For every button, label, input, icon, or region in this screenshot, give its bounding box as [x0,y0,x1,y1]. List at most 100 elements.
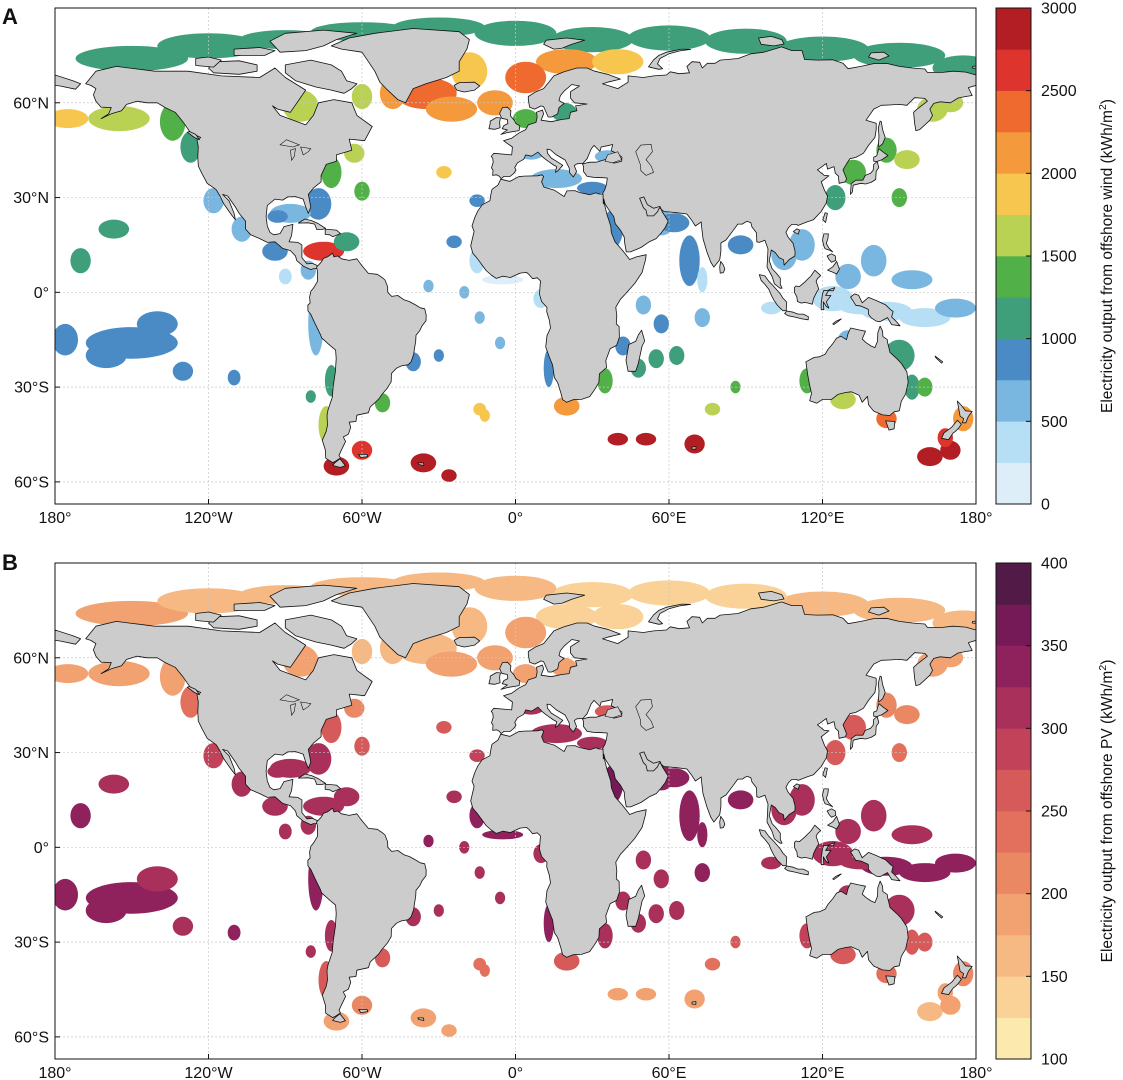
resource-blob [505,616,547,649]
colorbar-tick-label: 1000 [1041,331,1077,348]
landmass-vancouver-isl [186,131,200,141]
x-tick-label: 120°E [801,1065,845,1080]
x-tick-label: 0° [508,510,523,527]
x-tick-label: 120°E [801,510,845,527]
resource-blob [894,705,920,725]
colorbar-wind: 0 500 1000 1500 2000 2500 3000 Electricity outp… [995,1,1116,514]
colorbar-label: Electricity output from offshore wind (k… [1097,99,1116,413]
colorbar-swatch [996,893,1031,936]
resource-blob [474,866,485,879]
colorbar-swatch [996,132,1031,174]
colorbar-swatch [996,297,1031,339]
landmass-arctic-isl-2 [233,47,276,56]
landmass-hokkaido [873,148,889,162]
landmass-tierra-del-fuego [332,458,346,468]
y-tick-label: 60°N [13,95,49,112]
landmass-greenland [330,28,470,104]
resource-blob [267,210,288,223]
landmass-new-siberian-isl [868,51,890,61]
resource-blob [635,850,652,870]
colorbar-swatch [996,728,1031,770]
colorbar-tick-label: 3000 [1041,1,1077,18]
landmass-madagascar [625,884,646,927]
resource-blob [267,765,288,778]
landmass-borneo [794,824,822,860]
colorbar-tick-label: 2500 [1041,83,1077,100]
resource-blob [669,346,685,365]
resource-blob [136,311,178,337]
inland-water [604,706,623,719]
landmass-taiwan [822,212,828,223]
landmass-africa [470,729,647,958]
resource-blob [530,169,583,189]
landmass-iceland [453,636,481,648]
landmass-north-america [85,621,373,825]
resource-blob [474,311,485,324]
y-tick-label: 30°S [14,380,49,397]
resource-blob [530,724,583,744]
x-tick-label: 180° [38,510,71,527]
landmass-hispaniola [324,229,341,238]
resource-blob [88,661,150,687]
y-tick-label: 60°N [13,650,49,667]
colorbar-swatch [996,1017,1031,1060]
resource-blob [704,957,721,971]
resource-blob [136,866,178,892]
resource-blob [75,600,189,627]
inland-water [300,146,312,156]
landmass-taiwan [822,767,828,778]
colorbar-swatch [996,563,1031,605]
resource-blob [70,248,91,274]
resource-blob [55,109,89,129]
inland-water [635,144,654,176]
colorbar-swatch [996,338,1031,381]
landmass-java [784,865,809,876]
resource-blob [592,604,644,630]
panel-b: B 180° 120°W 60°W 0° 60°E 120°E 180° 60°N 30°N 0°… [2,550,1116,1080]
landmass-sulawesi [820,287,836,311]
landmass-sakhalin [877,675,886,703]
landmass-falklands [358,453,369,459]
landmass-ellesmere [269,29,358,53]
colorbar-swatch [996,811,1031,853]
resource-blob [180,131,201,163]
colorbar-swatch [996,645,1031,688]
resource-blob [85,897,127,924]
colorbar-tick-label: 1500 [1041,249,1077,266]
resource-blob [441,469,457,482]
resource-blob [446,235,462,249]
x-tick-label: 180° [959,1065,992,1080]
y-tick-label: 60°S [14,474,49,491]
y-tick-label: 30°N [13,745,49,762]
landmass-new-zealand-s [941,974,962,995]
colorbar-swatch [996,935,1031,977]
x-tick-label: 60°E [652,1065,687,1080]
resource-blob [436,166,452,179]
resource-blob [653,314,669,334]
resource-blob [727,235,754,255]
resource-blob [694,308,710,328]
landmass-sakhalin [877,120,886,148]
resource-blob [98,219,130,239]
resource-blob [704,402,721,416]
resource-blob [436,721,452,734]
resource-blob [446,790,462,804]
colorbar-tick-label: 350 [1041,638,1068,655]
resource-blob [441,1024,457,1037]
resource-blob [553,951,580,971]
resource-field [55,17,976,482]
landmass-hokkaido [873,703,889,717]
resource-blob [505,61,547,94]
landmass-timor [832,873,842,880]
colorbar-swatch [996,8,1031,50]
landmass-wrangel [971,620,976,624]
resource-blob [333,232,360,252]
landmass-madagascar [625,329,646,372]
landmass-borneo [794,269,822,305]
resource-blob [354,736,370,756]
landmass-falklands [358,1009,369,1013]
resource-blob [482,275,524,285]
landmass-baffin [284,614,358,649]
map-b-axis-ticks: 180° 120°W 60°W 0° 60°E 120°E 180° 60°N 30°N 0° 30… [13,650,992,1080]
landmass-visayas [826,808,837,818]
